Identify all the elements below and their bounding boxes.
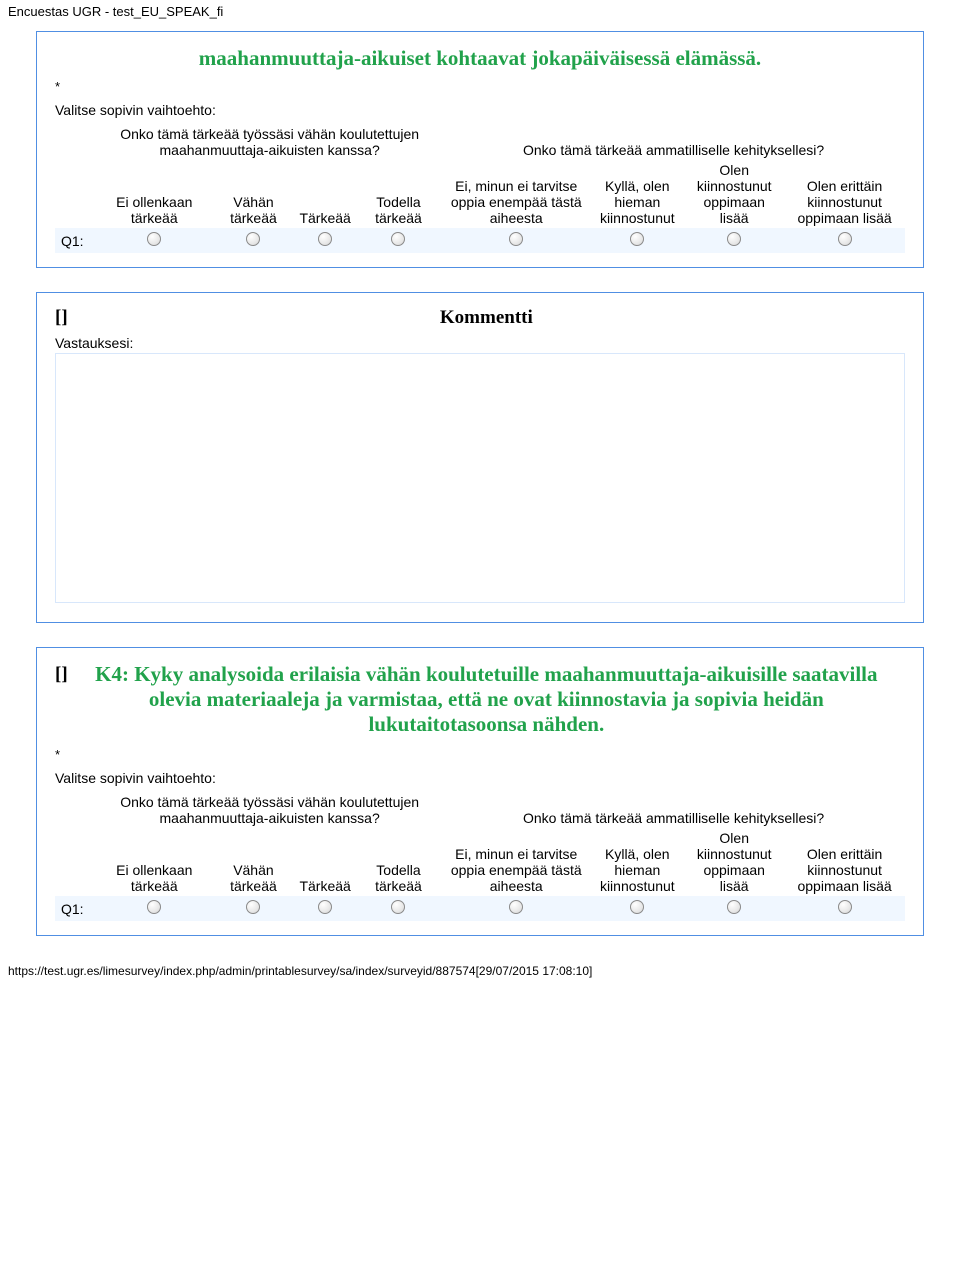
radio-q3-6[interactable] [630, 232, 644, 246]
col-right-0-q3: Ei, minun ei tarvitse oppia enempää täst… [442, 160, 590, 228]
group-left-q4: Onko tämä tärkeää työssäsi vähän koulute… [97, 792, 442, 828]
radio-q3-1[interactable] [147, 232, 161, 246]
col-left-2-q4: Tärkeää [295, 828, 354, 896]
col-left-2-q3: Tärkeää [295, 160, 354, 228]
radio-q4-7[interactable] [727, 900, 741, 914]
group-right-q4: Onko tämä tärkeää ammatilliselle kehityk… [442, 792, 905, 828]
asterisk-q3: * [55, 79, 905, 94]
row-label-q3: Q1: [55, 228, 97, 253]
col-left-1-q3: Vähän tärkeää [211, 160, 295, 228]
asterisk-q4: * [55, 747, 905, 762]
section-title-q4: K4: Kyky analysoida erilaisia vähän koul… [68, 662, 905, 737]
col-right-2-q4: Olen kiinnostunut oppimaan lisää [684, 828, 784, 896]
matrix-q3: Onko tämä tärkeää työssäsi vähän koulute… [55, 124, 905, 253]
radio-q4-3[interactable] [318, 900, 332, 914]
radio-q3-2[interactable] [246, 232, 260, 246]
col-left-3-q3: Todella tärkeää [355, 160, 442, 228]
col-left-3-q4: Todella tärkeää [355, 828, 442, 896]
comment-title: Kommentti [68, 307, 905, 329]
panel-q3: maahanmuuttaja-aikuiset kohtaavat jokapä… [36, 31, 924, 268]
bracket-q4: [] [55, 664, 68, 686]
panel-comment: [] Kommentti Vastauksesi: [36, 292, 924, 623]
radio-q3-7[interactable] [727, 232, 741, 246]
col-left-0-q3: Ei ollenkaan tärkeää [97, 160, 211, 228]
page-header: Encuestas UGR - test_EU_SPEAK_fi [0, 0, 960, 23]
col-right-2-q3: Olen kiinnostunut oppimaan lisää [684, 160, 784, 228]
panel-q4: [] K4: Kyky analysoida erilaisia vähän k… [36, 647, 924, 936]
vastauksesi-label: Vastauksesi: [55, 335, 905, 351]
col-right-1-q4: Kyllä, olen hieman kiinnostunut [590, 828, 684, 896]
comment-textarea[interactable] [55, 353, 905, 603]
radio-q3-8[interactable] [838, 232, 852, 246]
group-left-q3: Onko tämä tärkeää työssäsi vähän koulute… [97, 124, 442, 160]
radio-q4-4[interactable] [391, 900, 405, 914]
matrix-q4: Onko tämä tärkeää työssäsi vähän koulute… [55, 792, 905, 921]
radio-q4-1[interactable] [147, 900, 161, 914]
col-left-0-q4: Ei ollenkaan tärkeää [97, 828, 211, 896]
radio-q3-5[interactable] [509, 232, 523, 246]
col-right-0-q4: Ei, minun ei tarvitse oppia enempää täst… [442, 828, 590, 896]
col-right-3-q3: Olen erittäin kiinnostunut oppimaan lisä… [784, 160, 905, 228]
radio-q3-4[interactable] [391, 232, 405, 246]
row-label-q4: Q1: [55, 896, 97, 921]
radio-q4-8[interactable] [838, 900, 852, 914]
col-right-1-q3: Kyllä, olen hieman kiinnostunut [590, 160, 684, 228]
col-left-1-q4: Vähän tärkeää [211, 828, 295, 896]
bracket-comment: [] [55, 307, 68, 329]
instruction-q4: Valitse sopivin vaihtoehto: [55, 770, 905, 786]
instruction-q3: Valitse sopivin vaihtoehto: [55, 102, 905, 118]
radio-q3-3[interactable] [318, 232, 332, 246]
radio-q4-2[interactable] [246, 900, 260, 914]
group-right-q3: Onko tämä tärkeää ammatilliselle kehityk… [442, 124, 905, 160]
section-title-q3: maahanmuuttaja-aikuiset kohtaavat jokapä… [55, 46, 905, 71]
radio-q4-5[interactable] [509, 900, 523, 914]
footer-url: https://test.ugr.es/limesurvey/index.php… [0, 960, 960, 982]
radio-q4-6[interactable] [630, 900, 644, 914]
col-right-3-q4: Olen erittäin kiinnostunut oppimaan lisä… [784, 828, 905, 896]
